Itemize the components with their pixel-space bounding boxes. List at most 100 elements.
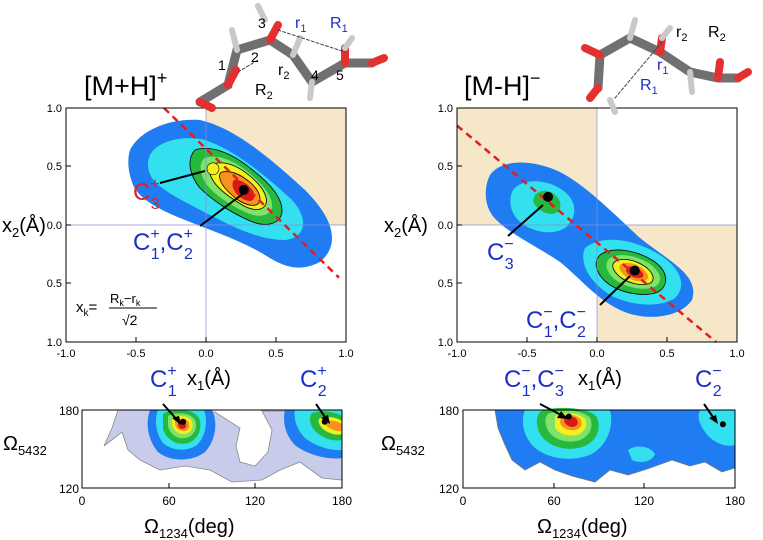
x-axis-label: Ω1234(deg) [537, 516, 628, 540]
axis-ticks [65, 107, 347, 343]
panel-title: [M-H]− [464, 68, 541, 101]
x-tick-label: 180 [332, 494, 352, 508]
contour-level-red [564, 416, 578, 427]
peak-label-c2-minus: C− 2 [695, 363, 722, 400]
contour-plot [103, 409, 343, 483]
svg-text:√2: √2 [122, 312, 138, 328]
panel-dihedral-plus: 0 60 120 180 180 120 Ω1234(deg) Ω5432 C+… [3, 363, 352, 540]
x-tick-label: 0.5 [659, 348, 674, 360]
bond-label-R2: R2 [255, 82, 273, 102]
peak-label-c2-plus: C+ 2 [300, 363, 327, 400]
bond-label-r2: r2 [676, 24, 687, 44]
y-tick-label: 180 [59, 404, 79, 418]
bond-label-R1: R1 [330, 15, 348, 35]
axis-ticks [81, 483, 343, 488]
y-tick-label: 1.0 [438, 337, 453, 349]
peak-marker-c1-c2-plus [238, 184, 249, 195]
y-tick-label: 120 [439, 482, 459, 496]
y-tick-label: 0.5 [47, 278, 62, 290]
arrow-c1c2-minus [599, 275, 631, 306]
plot-frame [462, 409, 736, 489]
svg-text:Rk−rk: Rk−rk [110, 291, 141, 308]
arrow-c1c2-plus [199, 192, 245, 227]
x-tick-label: 120 [634, 494, 654, 508]
x-tick-label: 180 [725, 494, 745, 508]
molecule-structure-right: r2 R2 r1 R1 [581, 17, 752, 115]
x-axis-label: x1(Å) [578, 367, 622, 393]
bond-label-r1: r1 [295, 15, 306, 35]
bond-label-R2: R2 [708, 24, 726, 44]
y-tick-label: 0.0 [47, 220, 62, 232]
arrowhead-icon [557, 411, 568, 419]
peak-marker-c3-plus [206, 162, 220, 176]
y-tick-label: 0.0 [438, 220, 453, 232]
x-tick-label: -1.0 [57, 348, 76, 360]
x-axis-label: Ω1234(deg) [144, 516, 235, 540]
x-tick-label: 1.0 [338, 348, 353, 360]
diagonal-line [163, 107, 340, 279]
peak-label-c1-plus: C+ 1 [150, 363, 177, 400]
peak-label-c1-c2-minus: C− 1,C− 2 [526, 304, 586, 341]
x-tick-label: -0.5 [127, 348, 146, 360]
panel-title: [M+H]+ [84, 68, 167, 101]
y-axis-label: x2(Å) [384, 214, 428, 240]
molecule-structure-left: 1 2 3 4 5 r1 R1 r2 R2 [195, 3, 388, 112]
x-tick-label: 120 [245, 494, 265, 508]
bond-label-r2: r2 [278, 62, 289, 82]
contour-lines [595, 249, 666, 295]
x-tick-label: 0 [460, 494, 467, 508]
peak-label-c1-c3-minus: C− 1,C− 3 [504, 363, 564, 400]
arrowhead-icon [321, 415, 330, 424]
atom-label: 1 [218, 57, 226, 73]
peak-marker-c1-c3-minus [565, 413, 572, 420]
x-tick-label: 0.5 [268, 348, 283, 360]
plot-frame [81, 409, 343, 489]
peak-label-c1-c2-plus: C+ 1,C+ 2 [133, 226, 193, 263]
arrow-c3-minus [507, 204, 544, 237]
x-tick-label: 0.0 [589, 348, 604, 360]
peak-label-c3-minus: C− 3 [487, 236, 514, 273]
x-tick-label: 60 [547, 494, 561, 508]
bond-label-R1: R1 [640, 77, 658, 97]
peak-marker-c2-minus [719, 421, 726, 428]
peak-label-c3-plus: C+ 3 [133, 176, 160, 213]
atom-label: 5 [336, 67, 344, 83]
x-tick-label: 60 [162, 494, 176, 508]
peak-markers [565, 413, 726, 428]
panel-mh-minus: -1.0 -0.5 0.0 0.5 1.0 1.0 0.5 0.0 0.5 1.… [384, 68, 745, 393]
axis-ticks [462, 483, 736, 488]
peak-markers [206, 162, 249, 195]
arrow-c1c3-minus [539, 403, 564, 417]
y-tick-label: 1.0 [47, 103, 62, 115]
y-tick-label: 1.0 [47, 337, 62, 349]
x-tick-label: -1.0 [448, 348, 467, 360]
y-tick-label: 1.0 [438, 103, 453, 115]
y-tick-label: 0.5 [438, 278, 453, 290]
contour-level-cyan [628, 446, 655, 462]
contour-plot [494, 407, 736, 483]
x-tick-label: -0.5 [518, 348, 537, 360]
y-tick-label: 120 [59, 482, 79, 496]
y-tick-label: 180 [439, 404, 459, 418]
bond-label-r1: r1 [657, 57, 668, 77]
diagonal-line [456, 124, 717, 343]
arrow-c3-plus [159, 170, 206, 184]
x-axis-label: x1(Å) [187, 367, 231, 393]
axis-ticks [456, 107, 738, 343]
atom-label: 2 [251, 49, 259, 65]
peak-marker-c1-plus [180, 418, 187, 425]
arrowhead-icon [172, 416, 181, 425]
formula: xk= Rk−rk √2 [76, 291, 157, 328]
arrowhead-icon [709, 415, 718, 424]
y-axis-label: Ω5432 [381, 433, 425, 458]
contour-level-cyan [698, 410, 735, 446]
x-tick-label: 1.0 [729, 348, 744, 360]
y-axis-label: x2(Å) [2, 214, 46, 240]
peak-markers [543, 191, 640, 276]
y-axis-label: Ω5432 [3, 433, 47, 458]
panel-dihedral-minus: 0 60 120 180 180 120 Ω1234(deg) Ω5432 C−… [381, 363, 745, 540]
y-tick-label: 0.5 [438, 161, 453, 173]
y-tick-label: 0.5 [47, 161, 62, 173]
contour-lines [189, 148, 283, 225]
